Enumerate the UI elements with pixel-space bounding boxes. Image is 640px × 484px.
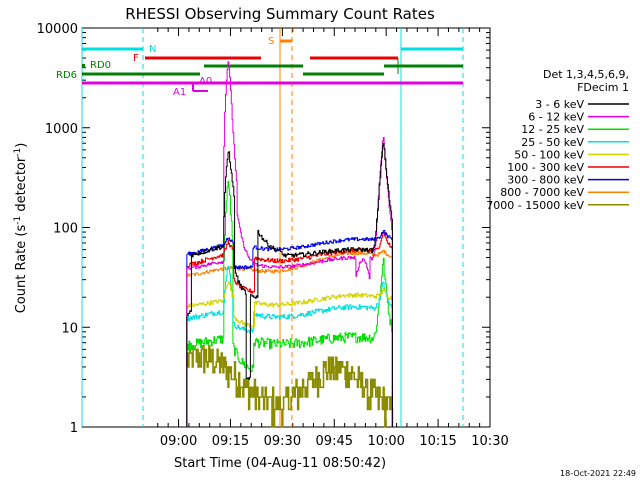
flag-label-rd0: RD0 bbox=[90, 60, 111, 71]
legend-label: 3 - 6 keV bbox=[535, 98, 584, 111]
flag-label-a0: A0 bbox=[199, 76, 212, 87]
series-line-5 bbox=[187, 232, 393, 294]
legend-header-1: Det 1,3,4,5,6,9, bbox=[543, 68, 629, 81]
y-label-part-1: Count Rate (s bbox=[14, 225, 29, 314]
y-tick-label: 1 bbox=[70, 421, 78, 436]
y-label-sup-1: -1 bbox=[13, 216, 23, 225]
series-line-0 bbox=[187, 142, 393, 380]
flag-label-rd6: RD6 bbox=[56, 70, 77, 81]
y-tick-label: 1000 bbox=[45, 122, 78, 137]
legend-label: 800 - 7000 keV bbox=[500, 186, 584, 199]
x-tick-label: 09:15 bbox=[212, 434, 249, 449]
legend-header-2: FDecim 1 bbox=[577, 81, 629, 94]
x-tick-label: 09:00 bbox=[160, 434, 197, 449]
legend-label: 7000 - 15000 keV bbox=[486, 199, 584, 212]
y-label-part-3: ) bbox=[14, 143, 29, 148]
x-tick-label: 10:00 bbox=[367, 434, 404, 449]
flag-marker-rd0 bbox=[82, 64, 85, 68]
legend-label: 25 - 50 keV bbox=[521, 136, 584, 149]
legend-label: 300 - 800 keV bbox=[507, 174, 584, 187]
x-tick-label: 10:15 bbox=[419, 434, 456, 449]
series-line-4 bbox=[187, 281, 393, 328]
y-tick-label: 100 bbox=[53, 222, 78, 237]
legend-label: 100 - 300 keV bbox=[507, 161, 584, 174]
legend-label: 12 - 25 keV bbox=[521, 123, 584, 136]
flag-label-night: N bbox=[149, 44, 156, 55]
y-tick-label: 10000 bbox=[37, 22, 78, 37]
chart-title: RHESSI Observing Summary Count Rates bbox=[125, 5, 435, 23]
y-axis-label: Count Rate (s-1 detector-1) bbox=[13, 143, 29, 314]
flag-label-saa: S bbox=[268, 36, 274, 47]
series-line-1 bbox=[187, 61, 393, 280]
series-line-2 bbox=[187, 180, 393, 373]
flag-label-flare: F bbox=[133, 53, 139, 64]
series-line-3 bbox=[187, 265, 393, 334]
x-axis-label: Start Time (04-Aug-11 08:50:42) bbox=[174, 456, 386, 471]
legend-label: 6 - 12 keV bbox=[528, 111, 584, 124]
y-tick-label: 10 bbox=[61, 321, 78, 336]
timestamp: 18-Oct-2021 22:49 bbox=[560, 469, 636, 478]
x-tick-label: 09:30 bbox=[264, 434, 301, 449]
x-tick-label: 09:45 bbox=[316, 434, 353, 449]
y-label-part-2: detector bbox=[14, 156, 29, 216]
legend-label: 50 - 100 keV bbox=[514, 148, 584, 161]
chart-marks: 1 10 100 1000 10000 09:00 09:15 09:30 09:45 10:00… bbox=[37, 22, 629, 449]
x-tick-label: 10:30 bbox=[471, 434, 508, 449]
y-label-sup-2: -1 bbox=[13, 148, 23, 157]
series-line-6 bbox=[187, 230, 393, 270]
series-line-8 bbox=[187, 345, 394, 428]
flag-label-a1: A1 bbox=[173, 87, 186, 98]
